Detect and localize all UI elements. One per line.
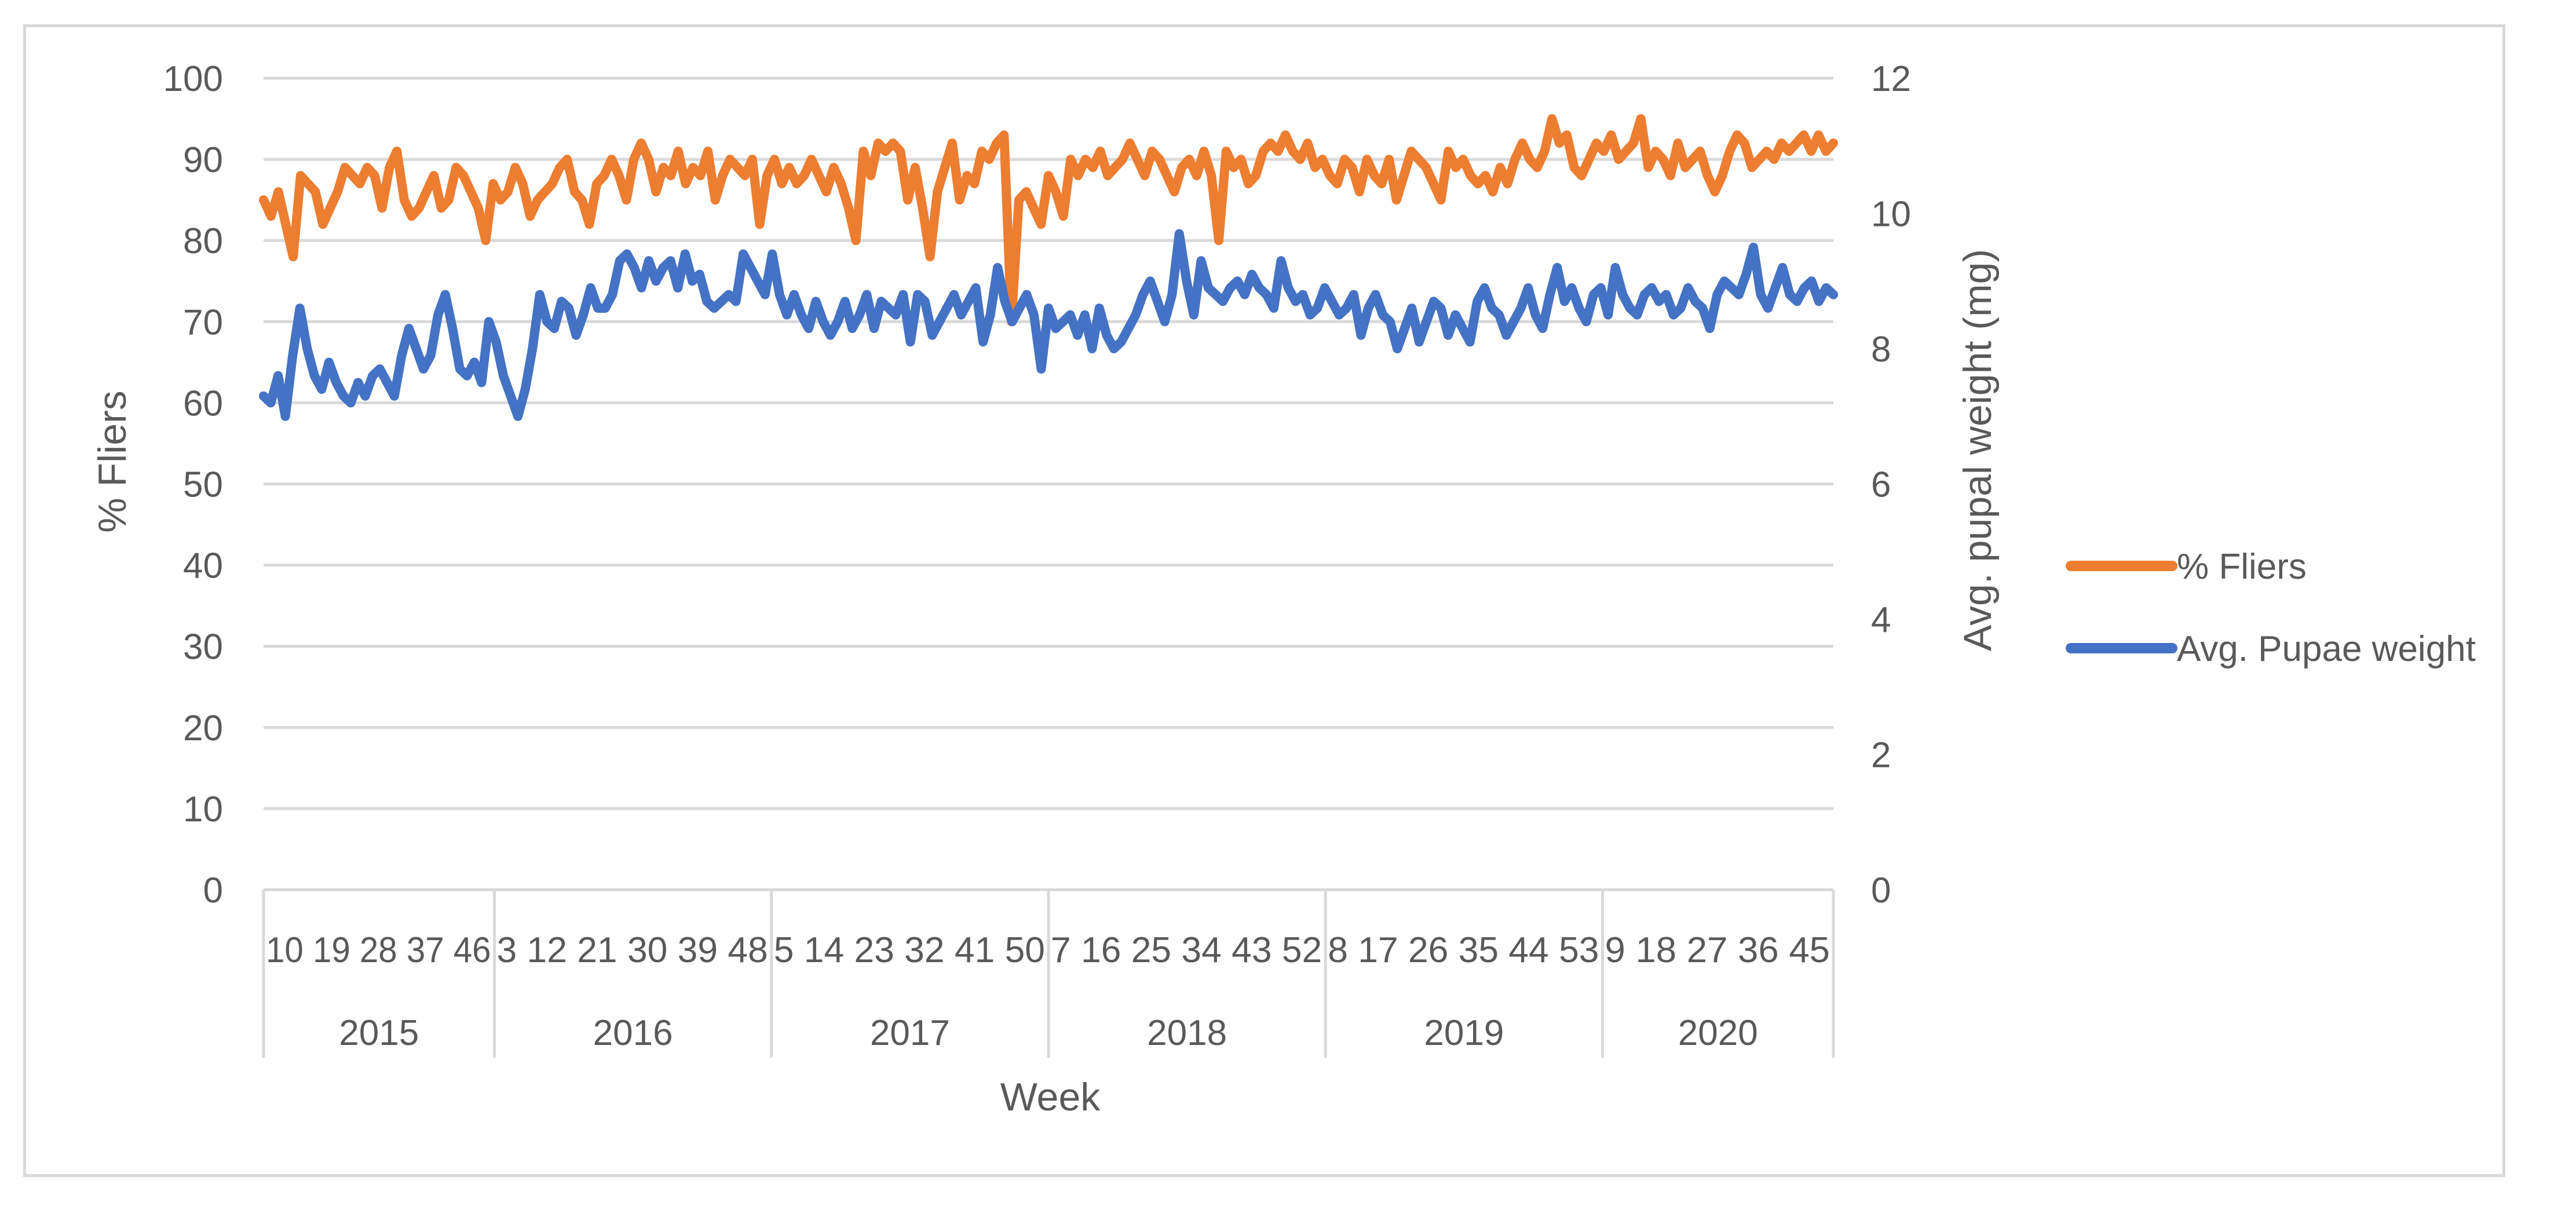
series-line-fliers	[259, 114, 1838, 327]
y-axis-right-title: Avg. pupal weight (mg)	[1956, 249, 2000, 651]
y-tick-label-left: 90	[183, 140, 223, 180]
y-tick-label-left: 10	[183, 790, 223, 829]
x-group-2019: 2019 8 17 26 35 44 53	[1328, 930, 1599, 1053]
y-axis-left-title: % Fliers	[90, 390, 134, 533]
legend-label-fliers: % Fliers	[2177, 547, 2307, 587]
x-group-2018: 2018 7 16 25 34 43 52	[1051, 930, 1322, 1053]
x-year-label: 2017	[870, 1013, 950, 1053]
x-week-tick-labels: 3 12 21 30 39 48	[497, 930, 768, 970]
y-tick-label-left: 80	[183, 221, 223, 261]
y-tick-label-right: 4	[1871, 600, 1891, 640]
x-axis-title: Week	[1000, 1075, 1101, 1119]
x-week-tick-labels: 10 19 28 37 46	[266, 930, 491, 970]
legend: % Fliers Avg. Pupae weight	[2066, 547, 2476, 669]
x-week-tick-labels: 7 16 25 34 43 52	[1051, 930, 1322, 970]
y-tick-label-right: 10	[1871, 195, 1911, 235]
y-tick-label-right: 2	[1871, 736, 1891, 776]
x-year-label: 2019	[1424, 1013, 1504, 1053]
y-tick-label-right: 8	[1871, 330, 1891, 370]
y-axis-left: 0 10 20 30 40 50 60 70 80 90 100	[163, 59, 223, 911]
y-tick-label-right: 6	[1871, 465, 1891, 505]
legend-label-pupae-weight: Avg. Pupae weight	[2177, 629, 2476, 669]
y-axis-right: 0 2 4 6 8 10 12	[1871, 59, 1911, 911]
y-tick-label-left: 40	[183, 546, 223, 586]
x-group-2017: 2017 5 14 23 32 41 50	[774, 930, 1045, 1053]
y-tick-label-left: 20	[183, 708, 223, 748]
y-tick-label-right: 0	[1871, 871, 1891, 911]
x-year-label: 2018	[1147, 1013, 1227, 1053]
chart-frame: 2015 10 19 28 37 46 2016 3 12 21 30 39 48 20…	[23, 24, 2505, 1177]
x-week-tick-labels: 9 18 27 36 45	[1605, 930, 1830, 970]
y-tick-label-left: 0	[203, 871, 223, 911]
series-line-avg-pupae-weight	[259, 229, 1838, 421]
legend-item-pupae-weight: Avg. Pupae weight	[2066, 629, 2476, 669]
y-tick-label-left: 30	[183, 627, 223, 667]
x-year-label: 2015	[339, 1013, 419, 1053]
x-group-2020: 2020 9 18 27 36 45	[1605, 930, 1830, 1053]
x-week-tick-labels: 5 14 23 32 41 50	[774, 930, 1045, 970]
y-tick-label-left: 100	[163, 59, 223, 99]
legend-item-fliers: % Fliers	[2066, 547, 2307, 587]
x-year-label: 2016	[593, 1013, 673, 1053]
y-tick-label-left: 70	[183, 302, 223, 342]
y-tick-label-left: 60	[183, 383, 223, 423]
x-group-2015: 2015 10 19 28 37 46	[266, 930, 491, 1053]
series-lines	[259, 114, 1838, 421]
x-group-2016: 2016 3 12 21 30 39 48	[497, 930, 768, 1053]
y-tick-label-left: 50	[183, 465, 223, 505]
y-tick-label-right: 12	[1871, 59, 1911, 99]
x-week-tick-labels: 8 17 26 35 44 53	[1328, 930, 1599, 970]
x-year-label: 2020	[1678, 1013, 1758, 1053]
